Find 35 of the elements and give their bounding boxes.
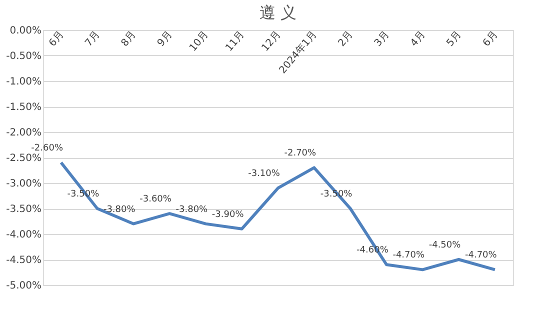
x-tick-label: 6月 xyxy=(481,29,500,49)
x-tick-label: 7月 xyxy=(83,29,102,49)
y-tick-label: -1.00% xyxy=(6,76,42,88)
y-tick-label: -2.50% xyxy=(6,153,42,164)
data-label: -3.80% xyxy=(176,204,208,215)
data-label: -3.80% xyxy=(103,204,136,215)
data-label: -4.70% xyxy=(465,250,498,261)
x-tick-label: 4月 xyxy=(408,29,428,49)
line-series xyxy=(60,161,496,272)
data-label: -3.60% xyxy=(140,194,172,205)
x-tick-label: 5月 xyxy=(444,29,464,49)
y-tick-label: -4.50% xyxy=(6,255,42,266)
x-tick-label: 2月 xyxy=(336,29,356,49)
y-tick-label: -4.00% xyxy=(6,230,42,240)
y-tick-label: -1.50% xyxy=(6,102,42,113)
data-label: -3.10% xyxy=(248,169,280,180)
y-tick-label: -2.00% xyxy=(6,128,42,138)
data-label: -4.70% xyxy=(392,250,425,261)
data-label: -3.90% xyxy=(212,210,244,220)
y-tick-label: -0.50% xyxy=(6,51,42,62)
x-tick-label: 11月 xyxy=(224,29,247,54)
y-tick-label: -5.00% xyxy=(6,280,42,292)
x-tick-label: 6月 xyxy=(47,29,66,49)
y-tick-label: -3.50% xyxy=(6,204,42,215)
data-label: -2.70% xyxy=(284,148,317,159)
data-label: -2.60% xyxy=(31,144,64,154)
x-tick-label: 12月 xyxy=(260,29,284,54)
x-tick-label: 3月 xyxy=(372,29,392,49)
x-tick-label: 10月 xyxy=(188,29,211,54)
y-tick-label: -3.00% xyxy=(6,178,42,190)
x-tick-label: 8月 xyxy=(120,29,138,49)
y-tick-label: 0.00% xyxy=(10,26,42,36)
x-tick-label: 9月 xyxy=(156,29,175,49)
data-label: -4.50% xyxy=(428,240,462,250)
chart-title: 遵 义 xyxy=(259,3,297,22)
